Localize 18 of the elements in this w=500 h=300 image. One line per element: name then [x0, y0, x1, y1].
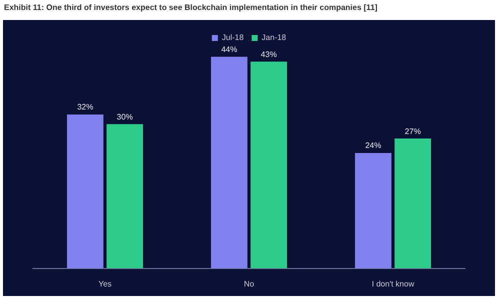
bar	[106, 124, 144, 268]
data-label: 32%	[77, 102, 94, 112]
chart-title: Exhibit 11: One third of investors expect to see Blockchain implementation in their companies [11]	[4, 3, 378, 12]
bar	[394, 138, 432, 268]
bar	[250, 62, 288, 268]
x-tick-label: I don't know	[372, 279, 414, 288]
data-label: 27%	[404, 126, 421, 136]
bar	[210, 56, 248, 268]
data-label: 44%	[221, 45, 238, 54]
data-label: 43%	[260, 50, 277, 59]
legend-label: Jan-18	[262, 33, 287, 42]
data-label: 30%	[116, 112, 133, 122]
bar	[66, 114, 104, 268]
x-tick-label: Yes	[98, 279, 112, 288]
data-label: 24%	[365, 141, 382, 150]
bar	[354, 152, 392, 268]
legend-label: Jul-18	[222, 33, 244, 42]
x-tick-label: No	[244, 279, 255, 288]
